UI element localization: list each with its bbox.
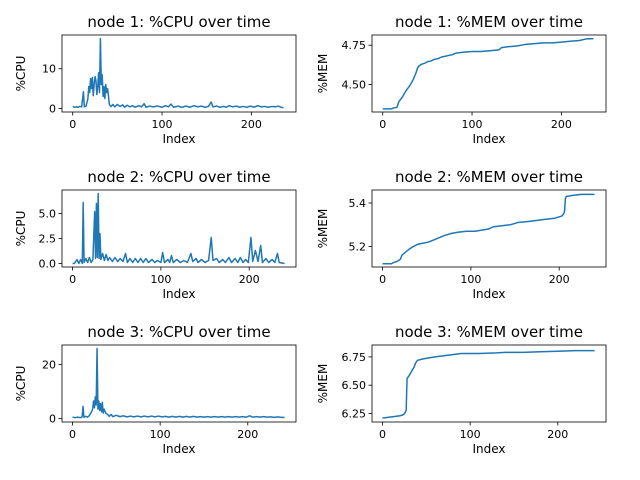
y-axis-label: %CPU [14, 56, 28, 92]
y-axis-label: %CPU [14, 366, 28, 402]
chart-panel-3: 0 100 200 0.0 2.5 5.0 node 2: %CPU over time In… [14, 168, 297, 301]
y-tick-label: 10 [42, 63, 56, 76]
y-axis-label: %CPU [14, 211, 28, 247]
series-line [72, 37, 284, 109]
chart-title: node 1: %MEM over time [395, 13, 583, 31]
chart-panel-6: 0 100 200 6.25 6.50 6.75 node 3: %MEM over tim… [316, 323, 607, 456]
chart-title: node 3: %MEM over time [395, 323, 583, 341]
y-tick-label: 4.50 [342, 79, 367, 92]
series-line [382, 37, 594, 110]
y-tick-label: 2.5 [39, 233, 57, 246]
y-axis-label: %MEM [316, 364, 330, 404]
axes-frame [61, 189, 297, 268]
x-tick-label: 200 [237, 428, 258, 441]
axes-frame [371, 34, 607, 113]
x-tick-label: 0 [69, 428, 76, 441]
x-tick-label: 200 [241, 118, 262, 131]
x-tick-label: 100 [152, 118, 173, 131]
axes-frame [371, 189, 607, 268]
series-line [382, 349, 595, 419]
x-tick-label: 100 [462, 118, 483, 131]
x-tick-label: 0 [379, 118, 386, 131]
chart-panel-4: 0 100 200 5.2 5.4 node 2: %MEM over time Index… [316, 168, 607, 301]
series-line [382, 193, 595, 265]
chart-title: node 2: %CPU over time [87, 168, 270, 186]
y-axis-label: %MEM [316, 54, 330, 94]
y-tick-label: 5.0 [39, 208, 57, 221]
series-line [72, 192, 285, 265]
chart-title: node 2: %MEM over time [395, 168, 583, 186]
axes-frame [61, 344, 297, 423]
series-line [72, 347, 285, 419]
x-tick-label: 100 [150, 273, 171, 286]
y-tick-label: 0.0 [39, 258, 57, 271]
y-tick-label: 5.4 [349, 197, 367, 210]
x-axis-label: Index [162, 442, 195, 456]
y-tick-label: 4.75 [342, 39, 367, 52]
x-tick-label: 200 [549, 273, 570, 286]
chart-panel-1: 0 100 200 0 10 node 1: %CPU over time Index %CP… [14, 13, 297, 146]
x-tick-label: 100 [460, 273, 481, 286]
x-tick-label: 0 [69, 273, 76, 286]
x-axis-label: Index [472, 287, 505, 301]
chart-panel-5: 0 100 200 0 20 node 3: %CPU over time Index %CP… [14, 323, 297, 456]
chart-panel-2: 0 100 200 4.50 4.75 node 1: %MEM over time Ind… [316, 13, 607, 146]
x-axis-label: Index [472, 442, 505, 456]
y-tick-label: 6.75 [342, 351, 367, 364]
x-tick-label: 0 [69, 118, 76, 131]
y-axis-label: %MEM [316, 209, 330, 249]
x-tick-label: 0 [379, 428, 386, 441]
x-tick-label: 200 [547, 428, 568, 441]
y-tick-label: 0 [49, 413, 56, 426]
axes-frame [371, 344, 607, 423]
chart-title: node 1: %CPU over time [87, 13, 270, 31]
x-tick-label: 200 [551, 118, 572, 131]
x-tick-label: 200 [239, 273, 260, 286]
y-tick-label: 5.2 [349, 240, 367, 253]
y-tick-label: 20 [42, 359, 56, 372]
x-tick-label: 100 [460, 428, 481, 441]
x-axis-label: Index [162, 287, 195, 301]
x-axis-label: Index [162, 132, 195, 146]
x-axis-label: Index [472, 132, 505, 146]
x-tick-label: 100 [150, 428, 171, 441]
y-tick-label: 6.50 [342, 379, 367, 392]
chart-title: node 3: %CPU over time [87, 323, 270, 341]
axes-frame [61, 34, 297, 113]
y-tick-label: 0 [49, 102, 56, 115]
x-tick-label: 0 [379, 273, 386, 286]
y-tick-label: 6.25 [342, 408, 367, 421]
